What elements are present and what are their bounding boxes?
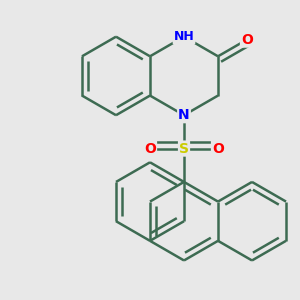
Text: O: O <box>212 142 224 156</box>
Text: NH: NH <box>174 30 194 43</box>
Text: N: N <box>178 108 190 122</box>
Text: O: O <box>241 33 253 46</box>
Text: O: O <box>144 142 156 156</box>
Text: S: S <box>179 142 189 156</box>
